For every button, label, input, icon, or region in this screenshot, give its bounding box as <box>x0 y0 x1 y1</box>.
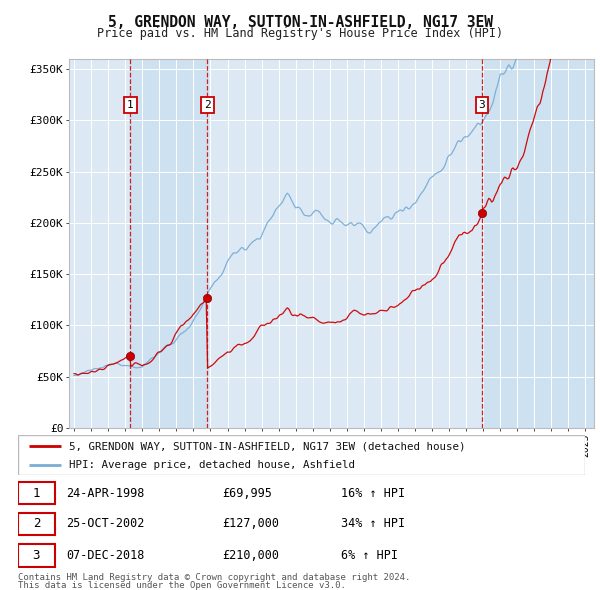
Text: 16% ↑ HPI: 16% ↑ HPI <box>341 487 406 500</box>
Bar <box>130 59 208 428</box>
Text: HPI: Average price, detached house, Ashfield: HPI: Average price, detached house, Ashf… <box>69 460 355 470</box>
Text: 2: 2 <box>204 100 211 110</box>
Text: 6% ↑ HPI: 6% ↑ HPI <box>341 549 398 562</box>
Text: This data is licensed under the Open Government Licence v3.0.: This data is licensed under the Open Gov… <box>18 581 346 590</box>
Text: £69,995: £69,995 <box>222 487 272 500</box>
Text: 25-OCT-2002: 25-OCT-2002 <box>66 517 145 530</box>
Text: 5, GRENDON WAY, SUTTON-IN-ASHFIELD, NG17 3EW: 5, GRENDON WAY, SUTTON-IN-ASHFIELD, NG17… <box>107 15 493 30</box>
FancyBboxPatch shape <box>18 482 55 504</box>
Text: 1: 1 <box>127 100 134 110</box>
Text: 24-APR-1998: 24-APR-1998 <box>66 487 145 500</box>
FancyBboxPatch shape <box>18 513 55 535</box>
Text: Price paid vs. HM Land Registry's House Price Index (HPI): Price paid vs. HM Land Registry's House … <box>97 27 503 40</box>
Text: 34% ↑ HPI: 34% ↑ HPI <box>341 517 406 530</box>
Text: 5, GRENDON WAY, SUTTON-IN-ASHFIELD, NG17 3EW (detached house): 5, GRENDON WAY, SUTTON-IN-ASHFIELD, NG17… <box>69 441 466 451</box>
Text: 3: 3 <box>32 549 40 562</box>
Text: £210,000: £210,000 <box>222 549 279 562</box>
Text: 07-DEC-2018: 07-DEC-2018 <box>66 549 145 562</box>
Bar <box>482 59 596 428</box>
Text: Contains HM Land Registry data © Crown copyright and database right 2024.: Contains HM Land Registry data © Crown c… <box>18 572 410 582</box>
Text: £127,000: £127,000 <box>222 517 279 530</box>
Text: 2: 2 <box>32 517 40 530</box>
FancyBboxPatch shape <box>18 544 55 566</box>
Text: 1: 1 <box>32 487 40 500</box>
Text: 3: 3 <box>479 100 485 110</box>
